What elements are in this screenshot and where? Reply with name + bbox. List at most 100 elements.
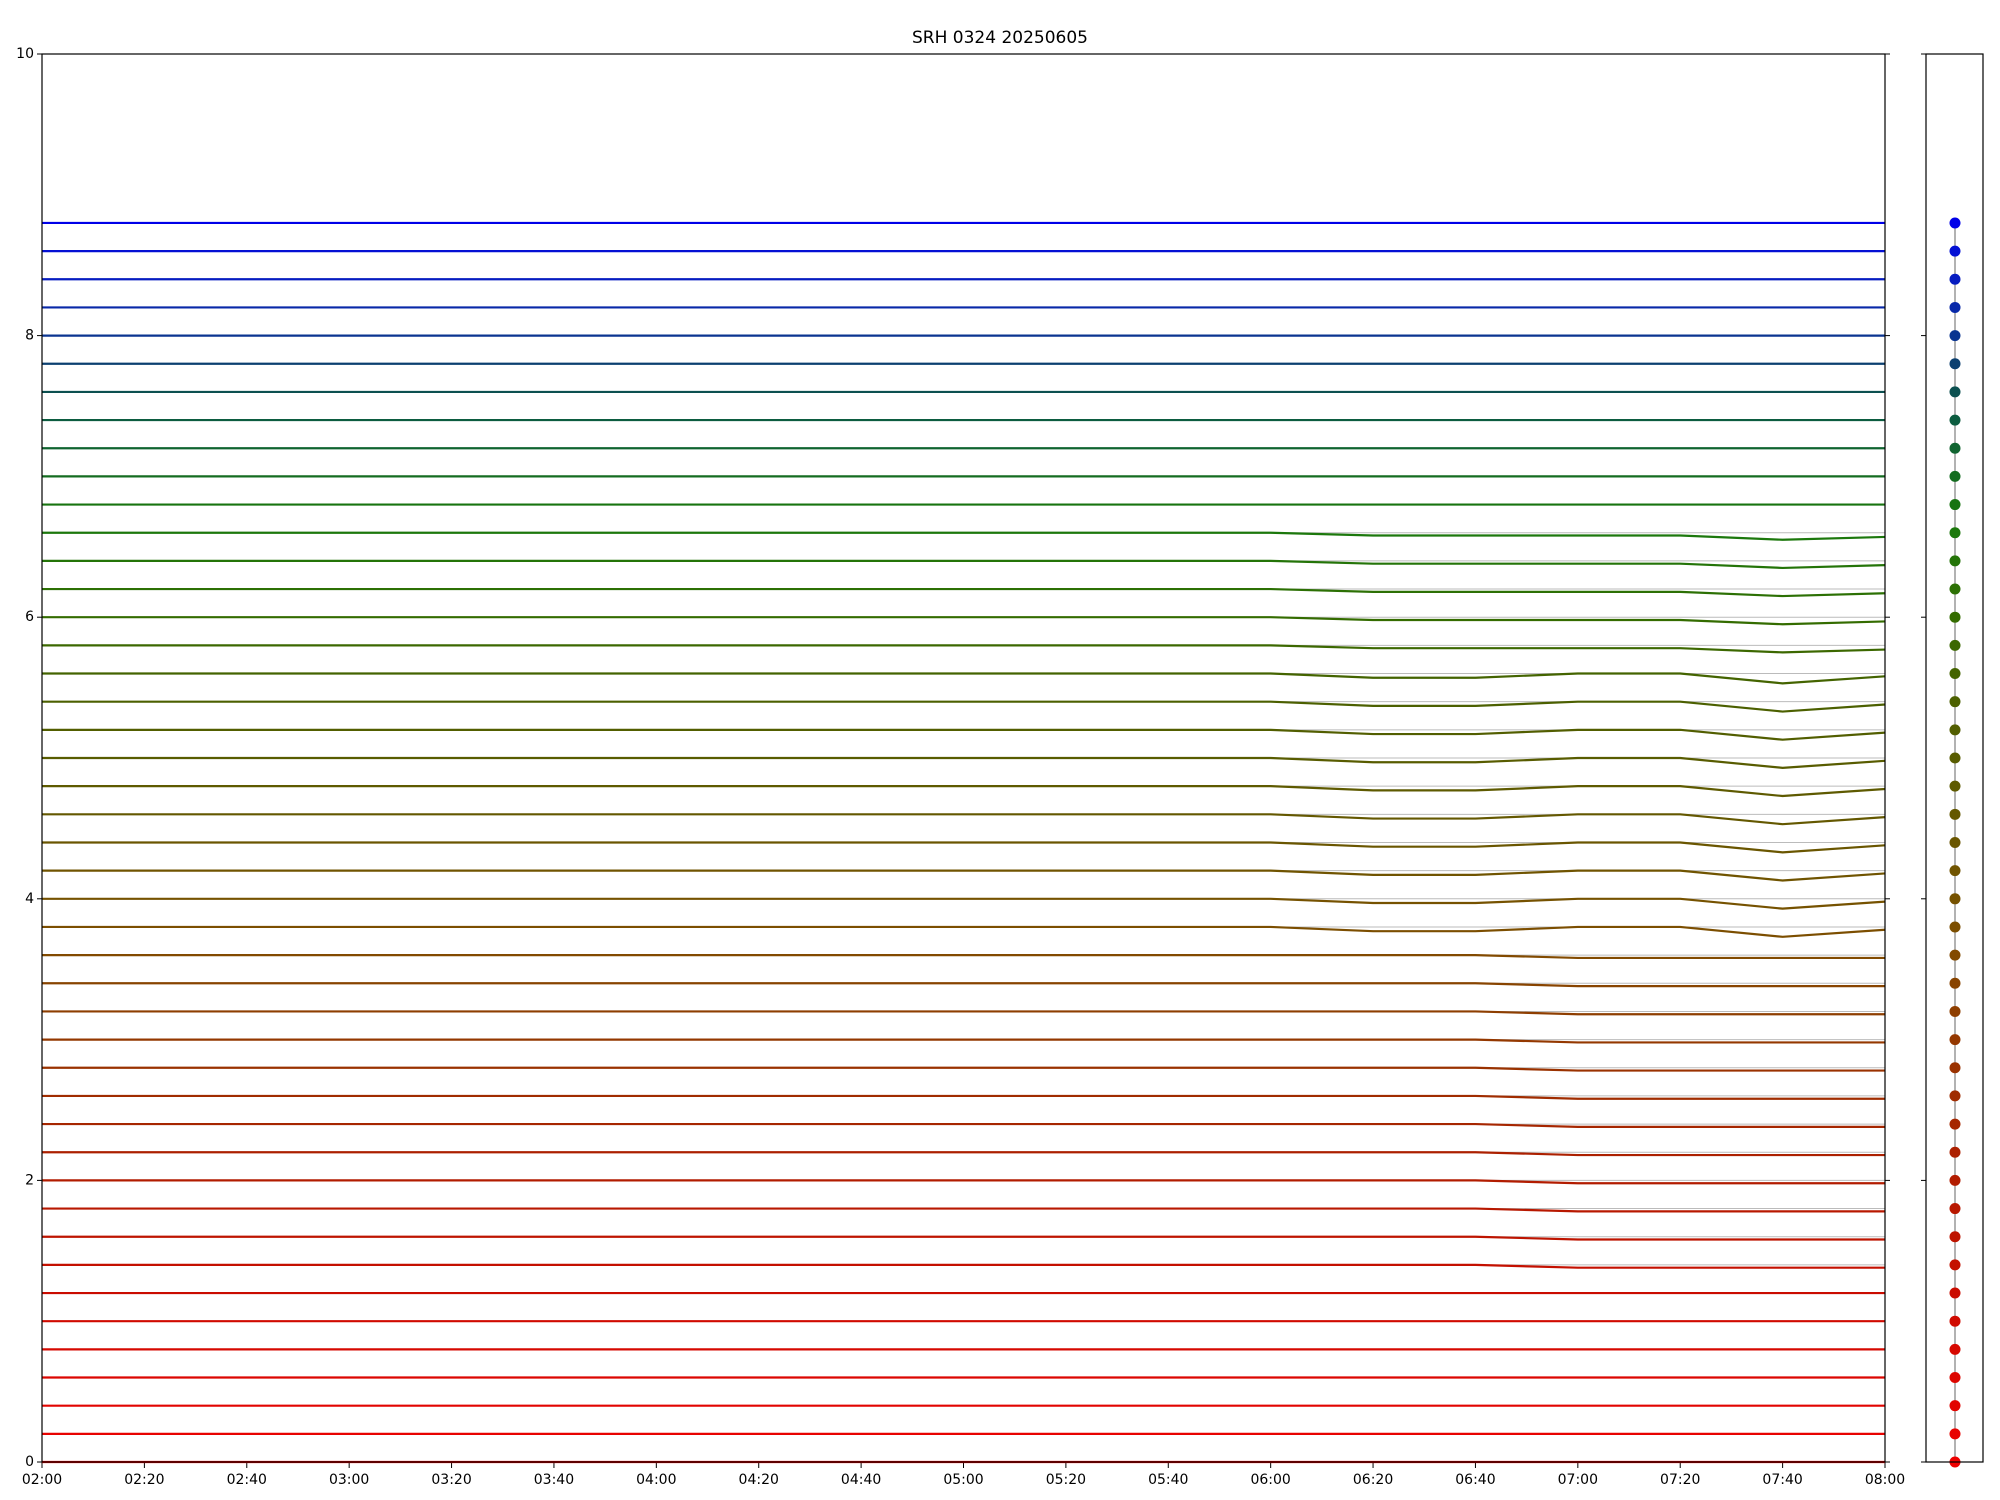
trace [42, 728, 1886, 741]
level-dot [1949, 358, 1961, 370]
trace [42, 1151, 1885, 1157]
x-tick-label: 03:40 [534, 1472, 574, 1488]
level-dot [1949, 1343, 1961, 1355]
level-dot [1949, 1400, 1961, 1412]
panel-frame [1925, 53, 1984, 1463]
level-dot [1949, 808, 1961, 820]
trace [42, 954, 1885, 960]
level-dot [1949, 301, 1961, 313]
level-dot [1949, 1090, 1961, 1102]
x-tick-label: 02:40 [227, 1472, 267, 1488]
trace [42, 897, 1886, 910]
trace [42, 1179, 1885, 1185]
trace [42, 1094, 1885, 1100]
trace [42, 1066, 1885, 1072]
level-dot [1949, 639, 1961, 651]
level-dot [1949, 583, 1961, 595]
level-dot [1949, 470, 1961, 482]
trace [42, 1263, 1885, 1269]
level-dot [1949, 1287, 1961, 1299]
x-tick-label: 04:00 [636, 1472, 676, 1488]
level-dot [1949, 555, 1961, 567]
level-dot [1949, 949, 1961, 961]
level-dot [1949, 1034, 1961, 1046]
trace [42, 531, 1886, 541]
trace [42, 756, 1886, 769]
x-tick-label: 07:40 [1762, 1472, 1802, 1488]
level-dot [1949, 330, 1961, 342]
x-tick-label: 03:00 [329, 1472, 369, 1488]
level-dot [1949, 217, 1961, 229]
trace [42, 644, 1886, 654]
x-tick-label: 08:00 [1865, 1472, 1905, 1488]
level-dot [1949, 245, 1961, 257]
level-dot [1949, 1372, 1961, 1384]
level-dot [1949, 724, 1961, 736]
y-tick-label: 4 [25, 891, 34, 907]
trace [42, 785, 1886, 798]
trace [42, 616, 1886, 626]
y-tick-label: 0 [25, 1454, 34, 1470]
level-dot [1949, 696, 1961, 708]
x-tick-label: 06:40 [1455, 1472, 1495, 1488]
level-dot [1949, 921, 1961, 933]
trace [42, 869, 1886, 882]
trace [42, 982, 1885, 988]
y-tick-label: 8 [25, 328, 34, 344]
plot-frame [41, 53, 1886, 1463]
x-tick-label: 05:00 [943, 1472, 983, 1488]
trace [42, 925, 1886, 938]
x-tick-label: 03:20 [431, 1472, 471, 1488]
level-dot [1949, 752, 1961, 764]
level-dot [1949, 1062, 1961, 1074]
level-dot [1949, 1174, 1961, 1186]
level-dot [1949, 499, 1961, 511]
x-tick-label: 02:20 [124, 1472, 164, 1488]
x-tick-label: 06:20 [1353, 1472, 1393, 1488]
level-dot [1949, 1118, 1961, 1130]
level-dot [1949, 1428, 1961, 1440]
level-dot [1949, 386, 1961, 398]
trace [42, 672, 1886, 685]
level-dot [1949, 865, 1961, 877]
level-dot [1949, 893, 1961, 905]
x-tick-label: 05:40 [1148, 1472, 1188, 1488]
chart-title: SRH 0324 20250605 [912, 28, 1088, 48]
level-dot [1949, 836, 1961, 848]
trace [42, 587, 1886, 598]
x-tick-label: 05:20 [1046, 1472, 1086, 1488]
trace [42, 1010, 1885, 1016]
x-tick-label: 02:00 [22, 1472, 62, 1488]
x-tick-label: 06:00 [1250, 1472, 1290, 1488]
level-dot [1949, 977, 1961, 989]
x-tick-label: 07:00 [1558, 1472, 1598, 1488]
trace [42, 559, 1886, 570]
y-tick-label: 6 [25, 609, 34, 625]
x-tick-label: 04:20 [739, 1472, 779, 1488]
level-dot [1949, 1231, 1961, 1243]
level-dot [1949, 442, 1961, 454]
level-dot [1949, 414, 1961, 426]
trace [42, 841, 1886, 854]
x-tick-label: 04:40 [841, 1472, 881, 1488]
level-dot [1949, 668, 1961, 680]
level-dot [1949, 780, 1961, 792]
level-dot [1949, 1259, 1961, 1271]
level-dot [1949, 611, 1961, 623]
level-dot [1949, 1203, 1961, 1215]
trace [42, 700, 1886, 713]
level-dot [1949, 1315, 1961, 1327]
level-dot [1949, 527, 1961, 539]
trace [42, 813, 1886, 826]
level-dot [1949, 273, 1961, 285]
trace [42, 1235, 1885, 1241]
level-dot [1949, 1146, 1961, 1158]
x-tick-label: 07:20 [1660, 1472, 1700, 1488]
trace [42, 1122, 1885, 1128]
trace [42, 1038, 1885, 1044]
level-dot [1949, 1005, 1961, 1017]
y-tick-label: 10 [16, 46, 34, 62]
